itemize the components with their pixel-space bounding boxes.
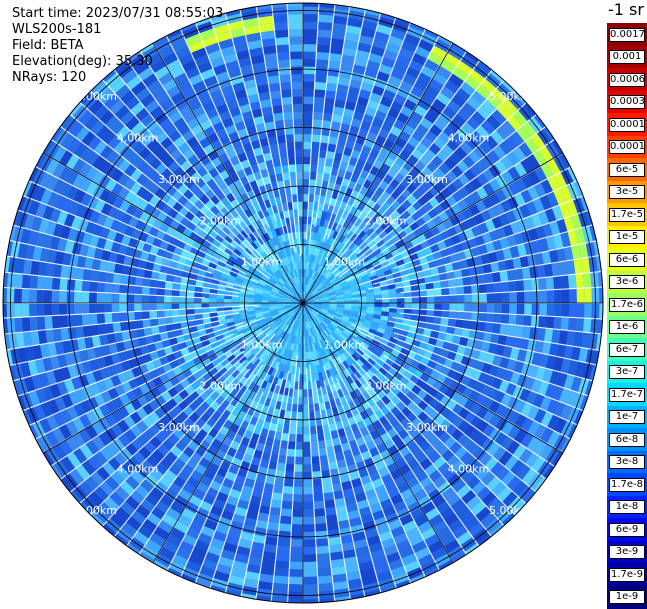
colorbar-swatch: 1e-8 <box>607 496 647 519</box>
colorbar-swatch: 0.0003 <box>607 91 647 114</box>
elevation-label: Elevation(deg): 35.30 <box>12 54 153 70</box>
colorbar-tick-label: 3e-9 <box>609 545 645 559</box>
range-ring-label: 3.00km <box>158 173 200 186</box>
colorbar-tick-label: 6e-5 <box>609 163 645 177</box>
colorbar-swatch: 6e-7 <box>607 338 647 361</box>
colorbar-tick-label: 6e-7 <box>609 343 645 357</box>
colorbar-tick-label: 0.0003 <box>609 95 645 109</box>
range-ring-label: 4.00km <box>117 462 159 475</box>
colorbar-swatch: 3e-9 <box>607 541 647 564</box>
colorbar-tick-label: 1.7e-5 <box>609 208 645 222</box>
colorbar-swatch: 1.7e-5 <box>607 203 647 226</box>
range-ring-label: 3.00km <box>406 421 448 434</box>
colorbar-swatch: 0.001 <box>607 46 647 69</box>
colorbar-tick-label: 6e-8 <box>609 433 645 447</box>
colorbar-tick-label: 1.7e-7 <box>609 388 645 402</box>
colorbar-tick-label: 3e-7 <box>609 365 645 379</box>
colorbar-swatch: 1e-6 <box>607 316 647 339</box>
range-ring-label: 4.00km <box>117 132 159 145</box>
colorbar-swatch: 1.7e-7 <box>607 383 647 406</box>
range-ring-label: 1.00km <box>324 256 366 269</box>
range-ring-label: 2.00km <box>365 380 407 393</box>
colorbar-swatch: 6e-5 <box>607 158 647 181</box>
colorbar-swatch: 0.00017 <box>607 113 647 136</box>
range-ring-label: 2.00km <box>199 380 241 393</box>
instrument-label: WLS200s-181 <box>12 22 101 38</box>
ppi-plot: 1.00km 1.00km 1.00km 1.00km 2.00km 2.00km 2.00… <box>0 0 607 607</box>
colorbar-swatch: 1e-5 <box>607 226 647 249</box>
colorbar-tick-label: 6e-9 <box>609 523 645 537</box>
range-ring-label: 2.00km <box>199 214 241 227</box>
colorbar-tick-label: 1.7e-8 <box>609 478 645 492</box>
colorbar-swatch: 6e-6 <box>607 248 647 271</box>
colorbar-tick-label: 0.0017 <box>609 28 645 42</box>
colorbar-swatch: 0.0001 <box>607 136 647 159</box>
range-ring-label: 4.00km <box>448 462 490 475</box>
colorbar-swatch: 3e-6 <box>607 271 647 294</box>
colorbar-tick-label: 3e-6 <box>609 275 645 289</box>
colorbar-swatch: 0.0006 <box>607 68 647 91</box>
colorbar-tick-label: 0.001 <box>609 50 645 64</box>
range-ring-label: 4.00km <box>448 132 490 145</box>
colorbar-swatch: 3e-7 <box>607 361 647 384</box>
start-time-label: Start time: 2023/07/31 08:55:03 <box>12 6 223 22</box>
colorbar-tick-label: 1e-5 <box>609 230 645 244</box>
colorbar-swatch: 1.7e-6 <box>607 293 647 316</box>
colorbar-swatch: 6e-8 <box>607 428 647 451</box>
colorbar-swatch: 3e-8 <box>607 451 647 474</box>
colorbar-tick-label: 0.0006 <box>609 73 645 87</box>
colorbar-swatch: 0.0017 <box>607 23 647 46</box>
colorbar-swatch: 3e-5 <box>607 181 647 204</box>
range-ring-label: 5.00km <box>489 90 531 103</box>
colorbar-tick-label: 1.7e-6 <box>609 298 645 312</box>
range-ring-label: 1.00km <box>241 256 283 269</box>
colorbar-tick-label: 1e-7 <box>609 410 645 424</box>
colorbar-tick-label: 1e-8 <box>609 500 645 514</box>
units-label: -1 sr <box>608 0 644 19</box>
range-ring-label: 3.00km <box>406 173 448 186</box>
colorbar-swatch: 6e-9 <box>607 518 647 541</box>
colorbar-tick-label: 0.0001 <box>609 140 645 154</box>
colorbar-tick-label: 3e-5 <box>609 185 645 199</box>
colorbar-swatch: 1.7e-9 <box>607 563 647 586</box>
range-ring-label: 1.00km <box>241 338 283 351</box>
colorbar-swatch: 1e-9 <box>607 586 647 609</box>
nrays-label: NRays: 120 <box>12 70 86 86</box>
colorbar-tick-label: 3e-8 <box>609 455 645 469</box>
range-ring-label: 2.00km <box>365 214 407 227</box>
colorbar-tick-label: 1e-6 <box>609 320 645 334</box>
range-ring-label: 1.00km <box>324 338 366 351</box>
colorbar-tick-label: 1.7e-9 <box>609 568 645 582</box>
range-ring-label: 3.00km <box>158 421 200 434</box>
colorbar-tick-label: 1e-9 <box>609 590 645 604</box>
colorbar-tick-label: 6e-6 <box>609 253 645 267</box>
colorbar-swatch: 1.7e-8 <box>607 473 647 496</box>
field-label: Field: BETA <box>12 38 83 54</box>
colorbar-tick-label: 0.00017 <box>609 118 645 132</box>
colorbar-swatch: 1e-7 <box>607 406 647 429</box>
range-ring-label: 5.00km <box>75 90 117 103</box>
